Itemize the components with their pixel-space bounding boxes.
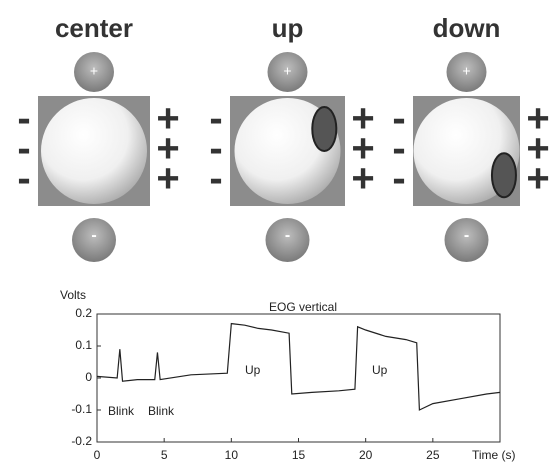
bottom-sign: - [464,227,469,244]
x-tick-label: 0 [94,448,101,462]
left-sign: - [17,97,30,141]
y-tick-label: 0.1 [75,338,92,352]
top-sign: + [283,63,291,79]
right-sign: + [156,127,179,171]
y-tick-label: 0.2 [75,306,92,320]
top-electrode [74,52,114,92]
x-tick-label: 15 [292,448,306,462]
top-electrode [446,52,487,92]
left-sign: - [392,97,405,141]
right-sign: + [351,97,374,141]
x-tick-label: 20 [359,448,373,462]
chart-title: EOG vertical [269,300,337,314]
signal-line [96,322,501,411]
left-sign: - [209,127,222,171]
right-sign: + [156,97,179,141]
y-tick-label: 0 [85,370,92,384]
bottom-sign: - [285,227,290,244]
x-tick-label: 5 [161,448,168,462]
bottom-sign: - [91,227,96,244]
top-sign: + [462,63,470,79]
y-axis-label: Volts [60,288,86,302]
x-tick-label: 10 [225,448,239,462]
top-electrode [267,52,308,92]
left-sign: - [17,157,30,201]
pupil [311,106,338,152]
right-sign: + [156,157,179,201]
right-sign: + [526,97,549,141]
left-sign: - [209,97,222,141]
left-sign: - [209,157,222,201]
left-sign: - [17,127,30,171]
right-sign: + [526,127,549,171]
panel-label: up [272,13,304,43]
eyeball [41,98,147,204]
right-sign: + [351,157,374,201]
left-sign: - [392,157,405,201]
y-tick-label: -0.1 [71,402,92,416]
annotation: Up [372,363,388,377]
bottom-electrode [444,218,489,262]
annotation: Blink [148,404,175,418]
left-sign: - [392,127,405,171]
bottom-electrode [72,218,116,262]
panel-label: down [433,13,501,43]
annotation: Blink [108,404,135,418]
bottom-electrode [265,218,310,262]
x-axis-label: Time (s) [472,448,516,462]
right-sign: + [526,157,549,201]
right-sign: + [351,127,374,171]
pupil [490,152,517,199]
annotation: Up [245,363,261,377]
y-tick-label: -0.2 [71,434,92,448]
x-tick-label: 25 [426,448,440,462]
plot-frame [96,313,501,443]
top-sign: + [90,63,98,79]
panel-label: center [55,13,133,43]
